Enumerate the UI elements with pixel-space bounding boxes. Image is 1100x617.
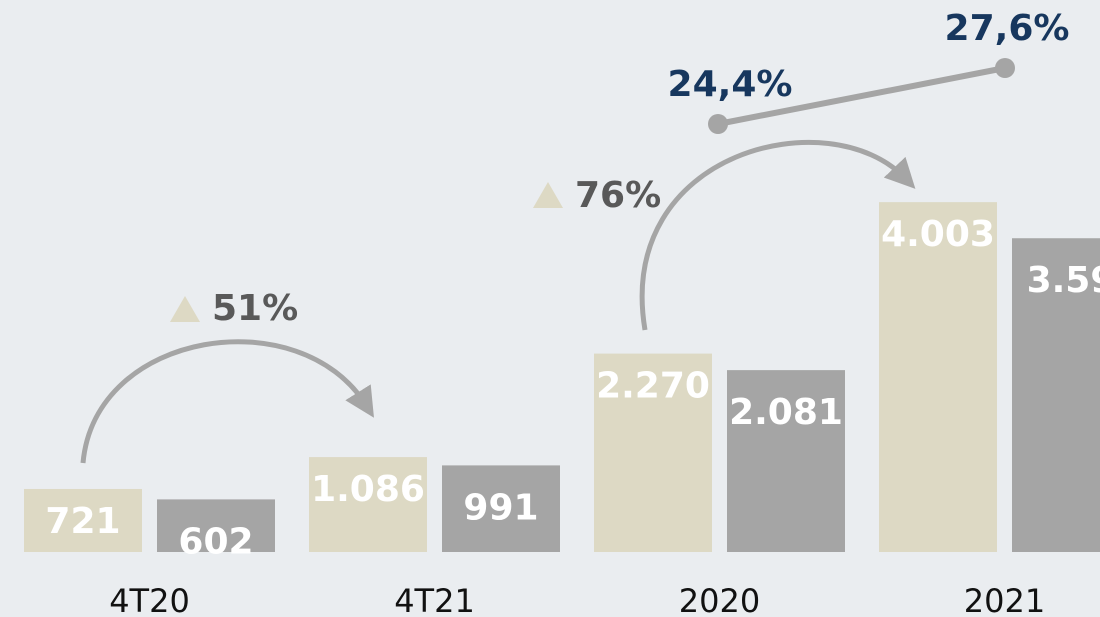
growth-triangle [170, 296, 200, 322]
growth-label: 76% [575, 175, 661, 216]
growth-arrow [639, 139, 916, 331]
growth-label: 51% [212, 288, 298, 329]
bar [727, 370, 845, 552]
bar [879, 202, 997, 552]
bar [594, 353, 712, 552]
data-label: 1.086 [311, 469, 425, 510]
x-tick-label: 4T20 [109, 582, 190, 617]
margin-label: 24,4% [668, 64, 793, 105]
x-tick-label: 4T21 [394, 582, 475, 617]
margin-line [717, 65, 1006, 127]
data-label: 3.59 [1027, 260, 1100, 301]
bar [157, 499, 275, 552]
margin-point [708, 114, 728, 134]
margin-label: 27,6% [945, 8, 1070, 49]
data-label: 602 [178, 521, 253, 562]
bar [309, 457, 427, 552]
bar [442, 465, 560, 552]
data-label: 991 [463, 487, 538, 528]
data-label: 4.003 [881, 214, 995, 255]
growth-arrow [80, 339, 375, 464]
data-label: 2.081 [729, 392, 843, 433]
x-tick-label: 2020 [679, 582, 760, 617]
growth-triangle [533, 182, 563, 208]
data-label: 2.270 [596, 366, 710, 407]
bar [24, 488, 142, 552]
x-tick-label: 2021 [964, 582, 1045, 617]
data-label: 721 [45, 501, 120, 542]
margin-point [995, 58, 1015, 78]
bar [1012, 238, 1100, 552]
